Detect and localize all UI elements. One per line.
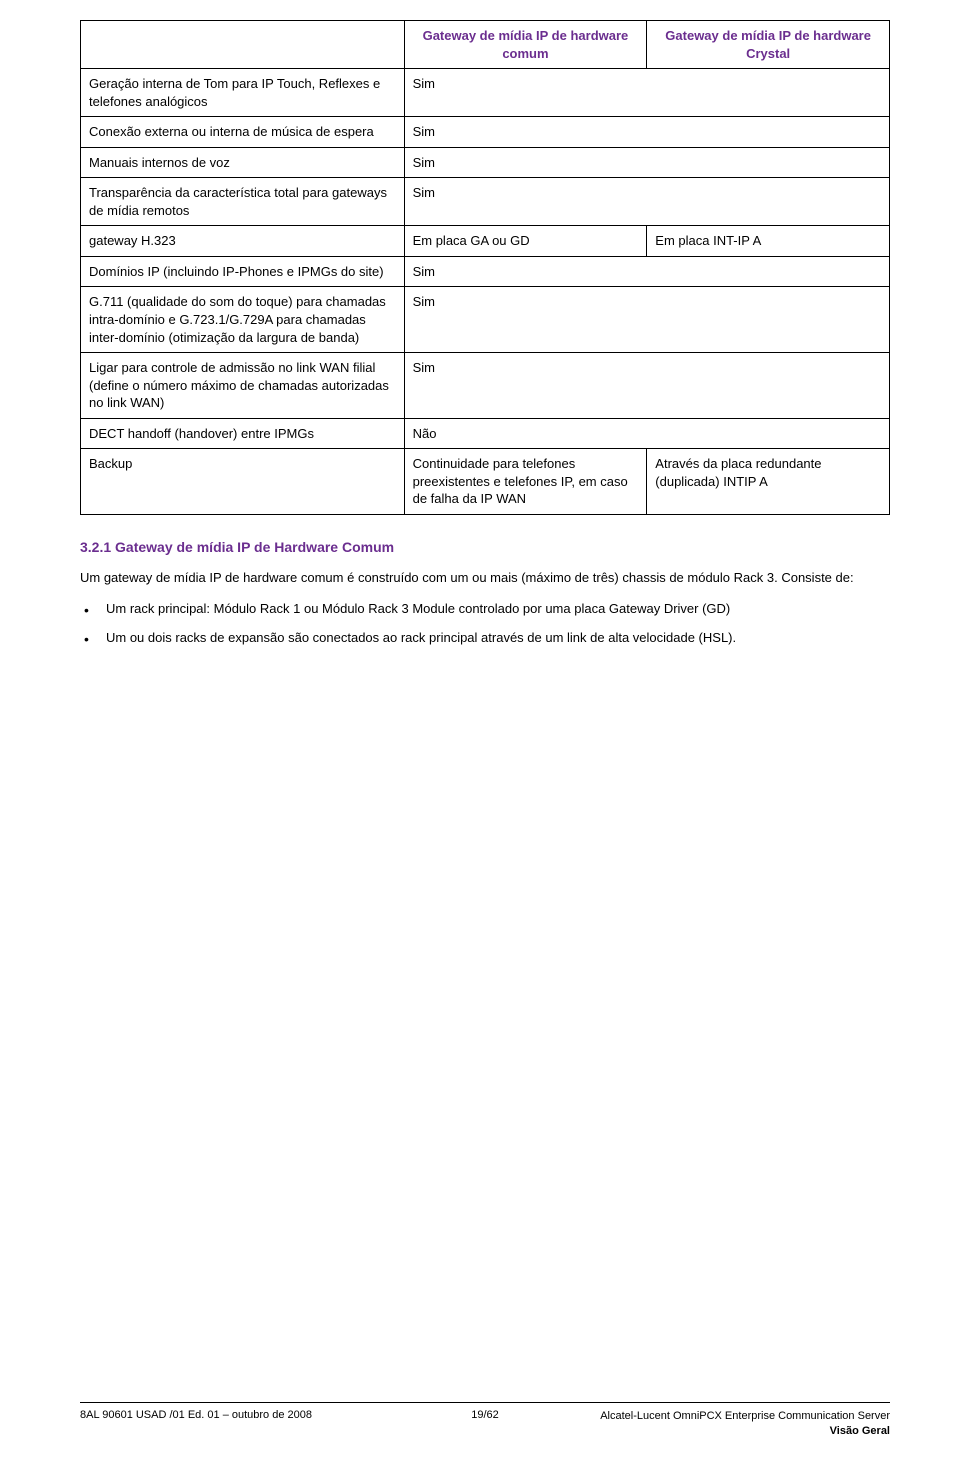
table-row: DECT handoff (handover) entre IPMGsNão xyxy=(81,418,890,449)
table-row: Conexão externa ou interna de música de … xyxy=(81,117,890,148)
row-label: Backup xyxy=(81,449,405,515)
row-value-2: Em placa INT-IP A xyxy=(647,226,890,257)
row-label: Conexão externa ou interna de música de … xyxy=(81,117,405,148)
list-item: Um ou dois racks de expansão são conecta… xyxy=(102,629,890,648)
row-label: Ligar para controle de admissão no link … xyxy=(81,353,405,419)
section-heading: 3.2.1 Gateway de mídia IP de Hardware Co… xyxy=(80,539,890,555)
row-label: Geração interna de Tom para IP Touch, Re… xyxy=(81,69,405,117)
table-row: Manuais internos de vozSim xyxy=(81,147,890,178)
footer-right: Alcatel-Lucent OmniPCX Enterprise Commun… xyxy=(566,1409,890,1438)
table-row: gateway H.323Em placa GA ou GDEm placa I… xyxy=(81,226,890,257)
header-col2: Gateway de mídia IP de hardware Crystal xyxy=(647,21,890,69)
table-row: G.711 (qualidade do som do toque) para c… xyxy=(81,287,890,353)
bullet-list: Um rack principal: Módulo Rack 1 ou Módu… xyxy=(80,600,890,648)
footer-left: 8AL 90601 USAD /01 Ed. 01 – outubro de 2… xyxy=(80,1409,404,1421)
row-value-1: Continuidade para telefones preexistente… xyxy=(404,449,647,515)
row-label: Domínios IP (incluindo IP-Phones e IPMGs… xyxy=(81,256,405,287)
row-value-merged: Sim xyxy=(404,287,889,353)
document-page: Gateway de mídia IP de hardware comum Ga… xyxy=(0,0,960,1466)
table-row: Geração interna de Tom para IP Touch, Re… xyxy=(81,69,890,117)
row-value-merged: Sim xyxy=(404,69,889,117)
footer-center: 19/62 xyxy=(404,1409,566,1421)
row-value-merged: Não xyxy=(404,418,889,449)
list-item: Um rack principal: Módulo Rack 1 ou Módu… xyxy=(102,600,890,619)
page-footer: 8AL 90601 USAD /01 Ed. 01 – outubro de 2… xyxy=(80,1402,890,1438)
row-value-merged: Sim xyxy=(404,353,889,419)
row-value-merged: Sim xyxy=(404,147,889,178)
row-label: G.711 (qualidade do som do toque) para c… xyxy=(81,287,405,353)
footer-right-line1: Alcatel-Lucent OmniPCX Enterprise Commun… xyxy=(600,1410,890,1422)
section-paragraph: Um gateway de mídia IP de hardware comum… xyxy=(80,569,890,588)
row-label: Transparência da característica total pa… xyxy=(81,178,405,226)
table-row: BackupContinuidade para telefones preexi… xyxy=(81,449,890,515)
table-row: Domínios IP (incluindo IP-Phones e IPMGs… xyxy=(81,256,890,287)
table-row: Ligar para controle de admissão no link … xyxy=(81,353,890,419)
footer-right-line2: Visão Geral xyxy=(830,1425,890,1437)
table-header-row: Gateway de mídia IP de hardware comum Ga… xyxy=(81,21,890,69)
row-label: gateway H.323 xyxy=(81,226,405,257)
row-value-1: Em placa GA ou GD xyxy=(404,226,647,257)
header-col1: Gateway de mídia IP de hardware comum xyxy=(404,21,647,69)
table-row: Transparência da característica total pa… xyxy=(81,178,890,226)
row-value-merged: Sim xyxy=(404,256,889,287)
row-value-2: Através da placa redundante (duplicada) … xyxy=(647,449,890,515)
row-value-merged: Sim xyxy=(404,117,889,148)
row-value-merged: Sim xyxy=(404,178,889,226)
row-label: DECT handoff (handover) entre IPMGs xyxy=(81,418,405,449)
row-label: Manuais internos de voz xyxy=(81,147,405,178)
features-table: Gateway de mídia IP de hardware comum Ga… xyxy=(80,20,890,515)
header-empty xyxy=(81,21,405,69)
